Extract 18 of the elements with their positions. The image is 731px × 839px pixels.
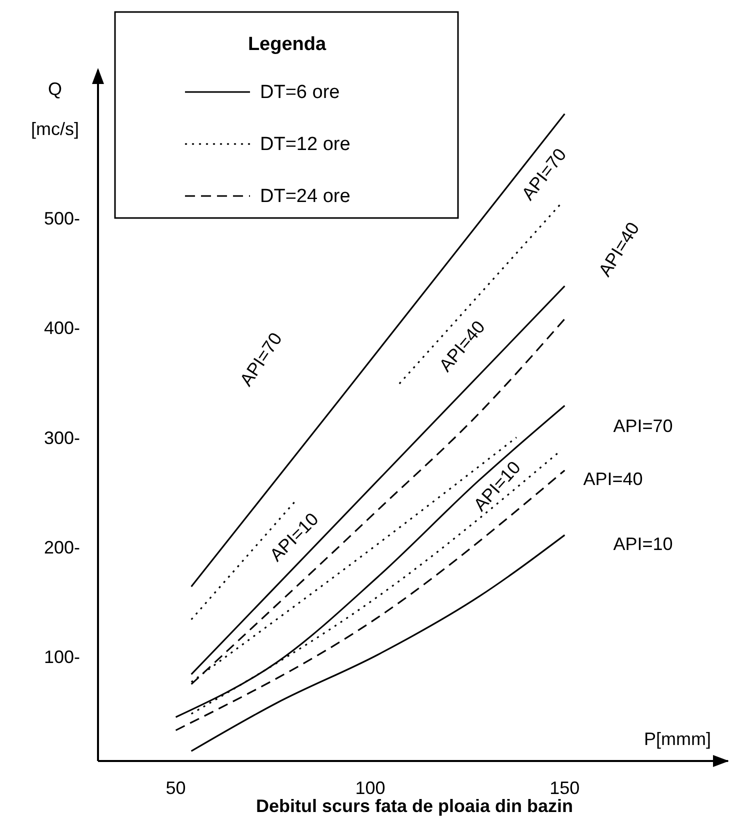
y-axis-title: Q [mc/s]	[31, 79, 79, 139]
y-tick-label: 200-	[44, 538, 80, 558]
text: Debitul scurs fata de ploaia din bazin	[256, 796, 574, 816]
y-tick-label: 100-	[44, 647, 80, 668]
x-tick-label: 100	[355, 778, 386, 798]
x-axis-title: P[mmm]	[644, 729, 711, 749]
legend-label: DT=12 ore	[260, 134, 350, 155]
y-tick-label: 400-	[44, 318, 80, 338]
y-tick-label: 500-	[44, 208, 80, 228]
y-tick-label: 300-	[44, 428, 80, 448]
x-tick-label: 50	[166, 778, 186, 798]
annotation: API=40	[583, 468, 643, 489]
annotation: API=70	[613, 416, 673, 436]
legend-label: DT=24 ore	[260, 186, 350, 207]
x-tick-label: 150	[550, 778, 580, 798]
legend-title: Legenda	[248, 34, 326, 55]
annotation: API=10	[613, 534, 673, 554]
legend-label: DT=6 ore	[260, 82, 340, 103]
